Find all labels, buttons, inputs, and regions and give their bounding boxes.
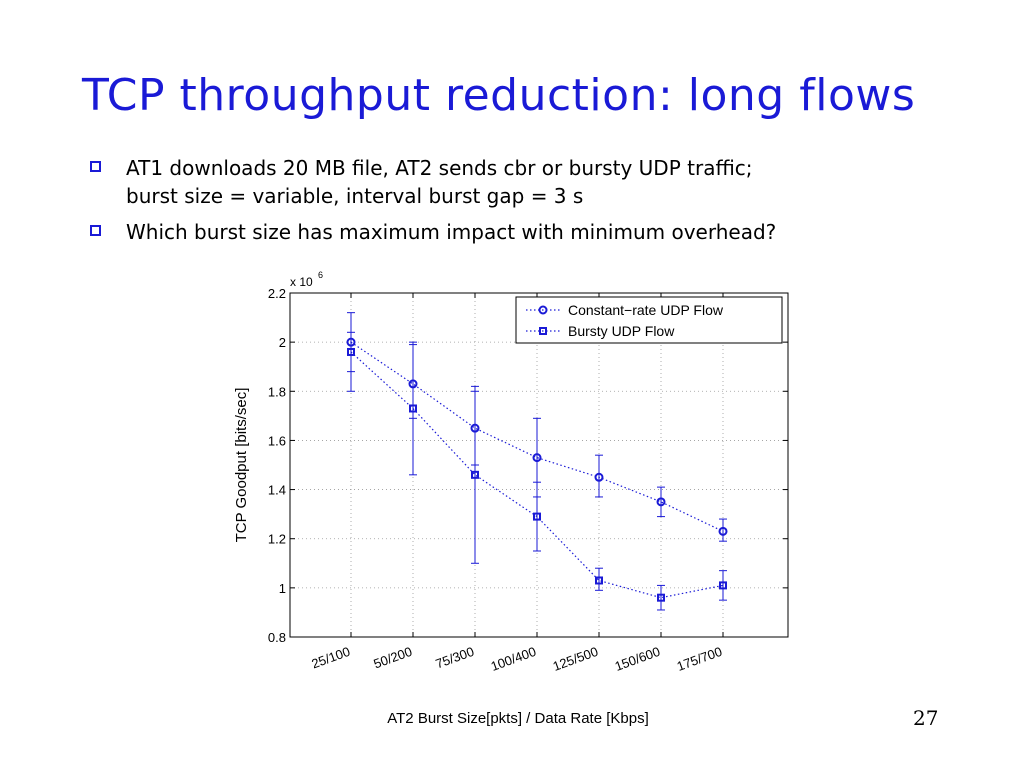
x-tick-label: 50/200: [372, 644, 414, 672]
x-tick-label: 125/500: [551, 644, 600, 674]
legend-label: Bursty UDP Flow: [568, 323, 675, 339]
y-tick-label: 1: [279, 581, 286, 596]
y-tick-label: 1.6: [268, 433, 286, 448]
bullet-square-icon: [90, 161, 101, 172]
bullet-line: AT1 downloads 20 MB file, AT2 sends cbr …: [126, 156, 753, 180]
data-point: [532, 453, 542, 463]
y-tick-label: 2: [279, 335, 286, 350]
data-point: [533, 512, 541, 521]
y-tick-label: 1.4: [268, 483, 286, 498]
data-point: [347, 347, 355, 356]
y-tick-label: 1.2: [268, 532, 286, 547]
data-point: [718, 526, 728, 536]
data-point: [409, 404, 417, 413]
bullet-square-icon: [90, 225, 101, 236]
data-point: [656, 497, 666, 507]
x-tick-label: 100/400: [489, 644, 538, 674]
plot-area: [290, 293, 788, 637]
bullet-line: Which burst size has maximum impact with…: [126, 220, 777, 244]
x-tick-label: 25/100: [310, 644, 352, 672]
x-tick-label: 150/600: [613, 644, 662, 674]
y-tick-label: 0.8: [268, 630, 286, 645]
data-point: [719, 581, 727, 590]
page-number: 27: [913, 706, 939, 730]
y-tick-label: 1.8: [268, 384, 286, 399]
y-multiplier-exponent: 6: [318, 270, 323, 280]
x-axis-label: AT2 Burst Size[pkts] / Data Rate [Kbps]: [387, 710, 649, 727]
bullet-item: AT1 downloads 20 MB file, AT2 sends cbr …: [90, 152, 990, 212]
legend-label: Constant−rate UDP Flow: [568, 302, 724, 318]
y-multiplier-label: x 10: [290, 275, 313, 289]
bullet-line: burst size = variable, interval burst ga…: [126, 184, 584, 208]
y-axis-label: TCP Goodput [bits/sec]: [233, 388, 250, 543]
bullet-item: Which burst size has maximum impact with…: [90, 216, 990, 248]
y-tick-label: 2.2: [268, 286, 286, 301]
data-point: [657, 593, 665, 602]
legend-box: [515, 296, 783, 344]
slide-title: TCP throughput reduction: long flows: [82, 70, 916, 121]
x-tick-label: 75/300: [434, 644, 476, 672]
data-point: [594, 472, 604, 482]
bullet-list: AT1 downloads 20 MB file, AT2 sends cbr …: [90, 152, 990, 248]
data-point: [471, 470, 479, 479]
legend-marker: [539, 327, 547, 335]
x-tick-label: 175/700: [675, 644, 724, 674]
data-point: [595, 576, 603, 585]
axes-box: [289, 292, 789, 638]
legend-marker: [538, 305, 548, 315]
